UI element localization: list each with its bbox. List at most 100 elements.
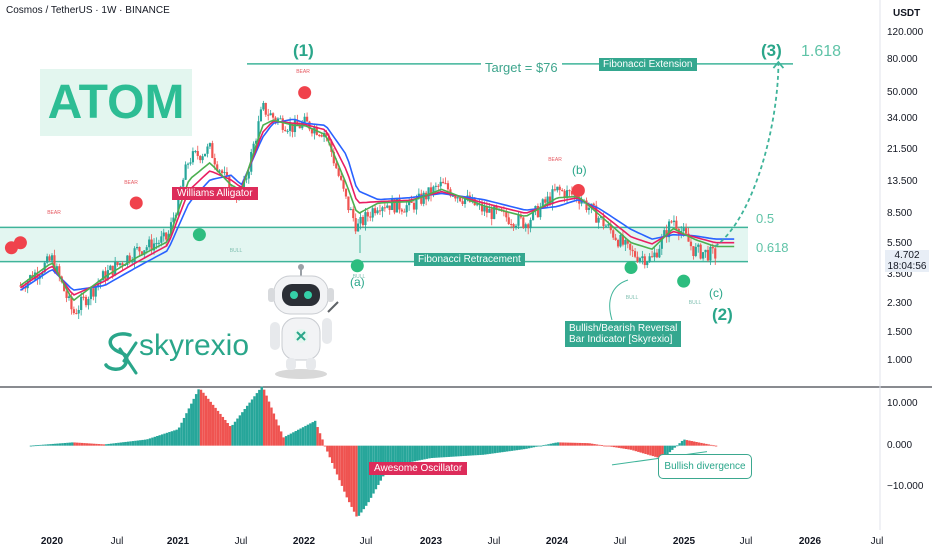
candle-body <box>624 240 627 245</box>
ao-bar <box>522 445 526 450</box>
ao-bar <box>510 445 514 451</box>
ao-bar <box>532 445 536 448</box>
bull-tag: BULL <box>352 274 366 280</box>
candle-body <box>587 207 591 210</box>
ao-bar <box>661 445 664 459</box>
ao-bar <box>452 445 455 457</box>
ao-bar <box>114 443 118 446</box>
ao-bar <box>260 386 263 446</box>
candle-body <box>55 266 58 273</box>
candle-body <box>517 214 520 226</box>
ao-bar <box>216 410 220 446</box>
candle-body <box>444 183 447 185</box>
candle-body <box>267 114 270 116</box>
candle-body <box>342 179 345 189</box>
ao-bar <box>462 445 465 457</box>
candle-body <box>286 130 289 132</box>
ao-bar <box>109 443 113 446</box>
candle-body <box>461 201 464 204</box>
ao-bar <box>610 445 613 447</box>
ao-bar <box>367 445 370 503</box>
bear-tag: BEAR <box>124 180 138 186</box>
candle-body <box>72 309 75 314</box>
ao-bar <box>479 445 482 455</box>
candle-body <box>155 243 158 245</box>
ao-bar <box>552 443 555 446</box>
candle-body <box>135 246 139 249</box>
candle-body <box>699 244 702 259</box>
brand-name: skyrexio <box>139 329 250 362</box>
candle-body <box>442 181 445 184</box>
candle-body <box>165 232 168 240</box>
candle-body <box>663 230 666 237</box>
candle-body <box>485 206 488 213</box>
ao-bar <box>180 422 183 446</box>
ao-bar <box>447 445 451 457</box>
candle-body <box>381 207 384 212</box>
ao-bar <box>168 432 171 446</box>
ao-bar <box>702 443 706 446</box>
candle-body <box>527 224 530 229</box>
candle-body <box>667 221 671 238</box>
candle-body <box>536 205 539 218</box>
candle-body <box>638 258 642 262</box>
ao-bar <box>486 445 489 455</box>
candle-body <box>408 199 411 206</box>
robot-mascot-icon <box>268 264 339 379</box>
ao-bar <box>583 443 587 446</box>
wave-2-label: (2) <box>712 305 733 324</box>
candle-body <box>143 250 146 255</box>
candle-body <box>182 179 185 187</box>
candle-body <box>347 196 350 211</box>
candle-body <box>684 228 688 234</box>
ao-bar <box>450 445 453 457</box>
ao-bar <box>418 445 421 461</box>
candle-body <box>67 296 71 299</box>
ao-bar <box>199 389 203 446</box>
candle-body <box>58 266 61 277</box>
ao-bar <box>581 443 584 446</box>
fib-retracement-label: Fibonacci Retracement <box>414 253 525 266</box>
candle-body <box>660 236 663 249</box>
candle-body <box>223 172 226 174</box>
candle-body <box>186 163 190 165</box>
ao-bar <box>333 445 336 469</box>
ao-bar <box>474 445 477 456</box>
ao-bar <box>228 426 232 446</box>
candle-body <box>646 261 649 266</box>
candle-body <box>46 256 49 263</box>
wave-3-label: (3) <box>761 41 782 60</box>
candle-body <box>514 225 518 228</box>
candle-body <box>89 288 92 300</box>
candle-body <box>692 246 695 256</box>
ao-bar <box>433 445 436 458</box>
candle-body <box>344 188 348 197</box>
atom-logo: ATOM <box>40 69 192 136</box>
candle-body <box>101 271 105 281</box>
ao-bar <box>454 445 458 457</box>
candle-body <box>288 123 292 131</box>
candle-body <box>541 199 544 207</box>
bear-signal-dot <box>129 196 143 210</box>
candle-body <box>269 113 272 116</box>
ao-bar <box>399 445 402 465</box>
ao-bar <box>607 445 611 447</box>
ao-bar <box>73 442 76 446</box>
candle-body <box>279 118 282 120</box>
time-tick: 2022 <box>292 536 316 547</box>
candle-body <box>318 134 321 136</box>
ao-bar <box>335 445 339 475</box>
candle-body <box>291 123 294 133</box>
ao-bar <box>58 443 62 446</box>
ao-bar <box>600 445 604 447</box>
candle-body <box>262 102 265 110</box>
ao-bar <box>357 445 361 516</box>
candle-body <box>366 212 369 217</box>
bear-signal-dot <box>571 183 585 197</box>
ao-bar <box>146 439 149 446</box>
candle-body <box>128 255 131 262</box>
ao-bar <box>160 434 164 446</box>
ao-bar <box>51 443 55 446</box>
ao-bar <box>153 436 157 446</box>
